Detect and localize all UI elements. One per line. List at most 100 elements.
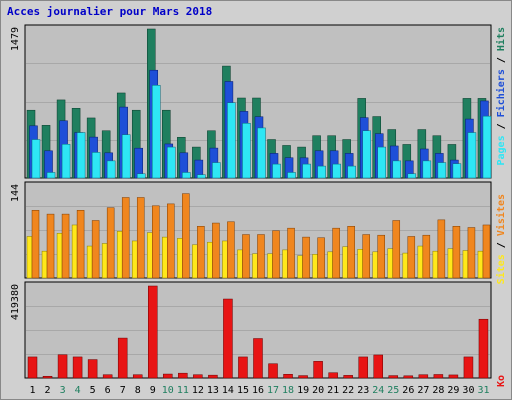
x-tick-label: 17: [267, 385, 279, 396]
bar-kb: [358, 356, 368, 379]
bar-pages: [197, 174, 206, 179]
y-max-label-hits: 1479: [10, 27, 21, 51]
x-tick-label: 30: [462, 385, 474, 396]
bar-sites: [116, 231, 123, 279]
x-tick-label: 31: [477, 385, 489, 396]
bar-kb: [253, 338, 263, 379]
bar-pages: [106, 160, 116, 179]
bar-sites: [447, 248, 454, 279]
bar-kb: [478, 318, 489, 379]
x-tick-label: 14: [222, 385, 234, 396]
bar-sites: [71, 224, 78, 279]
x-tick-label: 11: [177, 385, 189, 396]
bar-sites: [177, 238, 183, 279]
bar-kb: [57, 354, 68, 379]
bar-kb: [373, 354, 383, 379]
bar-sites: [297, 255, 303, 279]
bar-pages: [91, 152, 101, 179]
x-tick-label: 23: [357, 385, 369, 396]
bar-pages: [257, 127, 266, 179]
bar-visits: [182, 193, 190, 279]
bar-pages: [121, 134, 131, 179]
x-tick-label: 28: [432, 385, 444, 396]
x-tick-label: 19: [297, 385, 309, 396]
bar-pages: [46, 172, 56, 179]
bar-pages: [302, 163, 311, 179]
x-tick-label: 3: [60, 385, 66, 396]
legend-entry-sites: Sites: [495, 254, 507, 284]
bar-visits: [31, 210, 40, 279]
bar-sites: [477, 250, 484, 279]
bar-sites: [147, 232, 153, 279]
bar-visits: [287, 227, 295, 279]
bar-sites: [207, 241, 213, 279]
x-tick-label: 21: [327, 385, 339, 396]
x-tick-label: 1: [30, 385, 36, 396]
bar-pages: [182, 172, 191, 179]
bar-sites: [86, 245, 93, 279]
bar-pages: [407, 173, 417, 179]
bar-pages: [136, 173, 146, 179]
bar-kb: [208, 374, 218, 379]
bar-kb: [283, 374, 293, 379]
bar-pages: [152, 85, 161, 179]
bar-pages: [227, 102, 236, 179]
bar-pages: [392, 160, 402, 179]
bar-visits: [467, 227, 476, 279]
bar-sites: [282, 249, 288, 279]
x-tick-label: 5: [90, 385, 96, 396]
x-tick-label: 26: [402, 385, 414, 396]
x-tick-label: 20: [312, 385, 324, 396]
bar-pages: [317, 165, 326, 179]
bar-pages: [332, 163, 341, 179]
bar-visits: [422, 234, 431, 279]
legend-separator: /: [496, 51, 507, 69]
legend-entry-visites: Visites: [495, 194, 507, 236]
x-tick-label: 2: [45, 385, 51, 396]
bar-pages: [76, 132, 86, 179]
legend-entry-pages: Pages: [496, 135, 507, 165]
bar-sites: [462, 250, 469, 279]
bar-kb: [193, 374, 203, 379]
bar-pages: [362, 130, 371, 179]
bar-pages: [287, 172, 296, 179]
bar-visits: [121, 197, 130, 279]
chart-title: Acces journalier pour Mars 2018: [7, 5, 213, 18]
bar-visits: [452, 226, 461, 279]
bar-pages: [31, 139, 41, 179]
bar-visits: [482, 224, 491, 279]
bar-sites: [237, 249, 243, 279]
bar-sites: [192, 244, 198, 279]
bar-visits: [152, 205, 160, 279]
bar-kb: [132, 374, 143, 379]
bar-visits: [167, 203, 175, 279]
bar-sites: [252, 253, 258, 279]
x-tick-label: 6: [105, 385, 111, 396]
bar-sites: [417, 245, 424, 279]
bar-visits: [377, 234, 385, 279]
bar-pages: [467, 132, 477, 179]
bar-kb: [328, 372, 338, 379]
x-tick-label: 7: [120, 385, 126, 396]
bar-kb: [102, 374, 113, 379]
bar-pages: [61, 144, 71, 179]
bar-visits: [46, 213, 55, 279]
bar-kb: [403, 375, 414, 379]
bar-kb: [238, 356, 248, 379]
x-tick-label: 4: [75, 385, 81, 396]
bar-visits: [392, 220, 401, 279]
bar-kb: [27, 356, 38, 379]
bar-sites: [222, 240, 228, 279]
bar-pages: [377, 146, 386, 179]
bar-pages: [422, 160, 432, 179]
bar-visits: [61, 213, 70, 279]
bar-kb: [117, 337, 128, 379]
bar-sites: [131, 240, 138, 279]
bar-visits: [332, 227, 340, 279]
bar-visits: [437, 219, 446, 279]
bar-sites: [402, 252, 409, 279]
bar-visits: [272, 230, 280, 279]
bar-kb: [433, 374, 444, 379]
